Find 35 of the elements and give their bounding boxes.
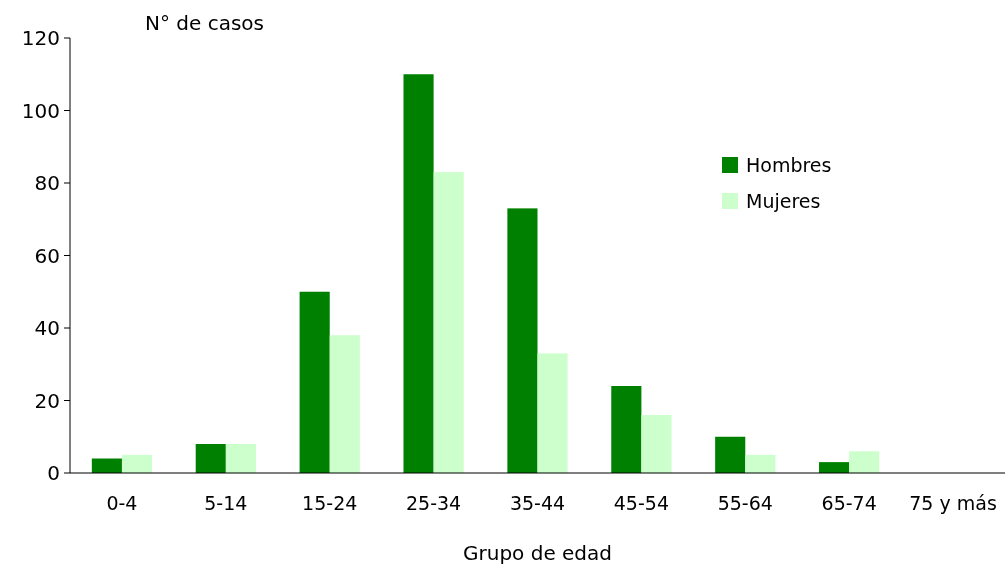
bar <box>433 172 464 473</box>
bar <box>225 444 256 473</box>
x-tick-label: 75 y más <box>909 492 997 514</box>
y-tick-label: 120 <box>21 26 60 50</box>
bar <box>641 415 672 473</box>
bar <box>715 436 746 473</box>
y-tick-label: 80 <box>34 171 60 195</box>
x-tick-label: 55-64 <box>717 492 773 514</box>
x-tick-label: 25-34 <box>406 492 462 514</box>
x-tick-label: 15-24 <box>302 492 358 514</box>
x-tick-label: 65-74 <box>821 492 877 514</box>
bar <box>537 353 568 473</box>
x-tick-label: 35-44 <box>509 492 566 514</box>
bar <box>299 291 330 473</box>
x-axis-title: Grupo de edad <box>463 541 612 565</box>
bar <box>849 451 880 473</box>
bar <box>329 335 360 473</box>
legend-label: Mujeres <box>746 189 821 212</box>
x-tick-label: 0-4 <box>106 492 138 514</box>
y-axis-title: N° de casos <box>145 11 265 35</box>
y-tick-label: 40 <box>34 316 60 340</box>
bar <box>819 462 850 473</box>
bar <box>611 386 642 473</box>
bar <box>195 444 226 473</box>
y-tick-label: 100 <box>21 98 60 123</box>
legend-label: Hombres <box>746 153 832 176</box>
y-tick-label: 20 <box>34 388 60 413</box>
y-tick-label: 0 <box>47 461 60 485</box>
bar <box>745 454 776 473</box>
bar <box>121 454 153 473</box>
x-tick-label: 45-54 <box>613 492 669 514</box>
y-tick-label: 60 <box>34 243 60 268</box>
bar <box>403 74 434 473</box>
bar <box>507 208 538 473</box>
x-tick-label: 5-14 <box>204 492 248 514</box>
